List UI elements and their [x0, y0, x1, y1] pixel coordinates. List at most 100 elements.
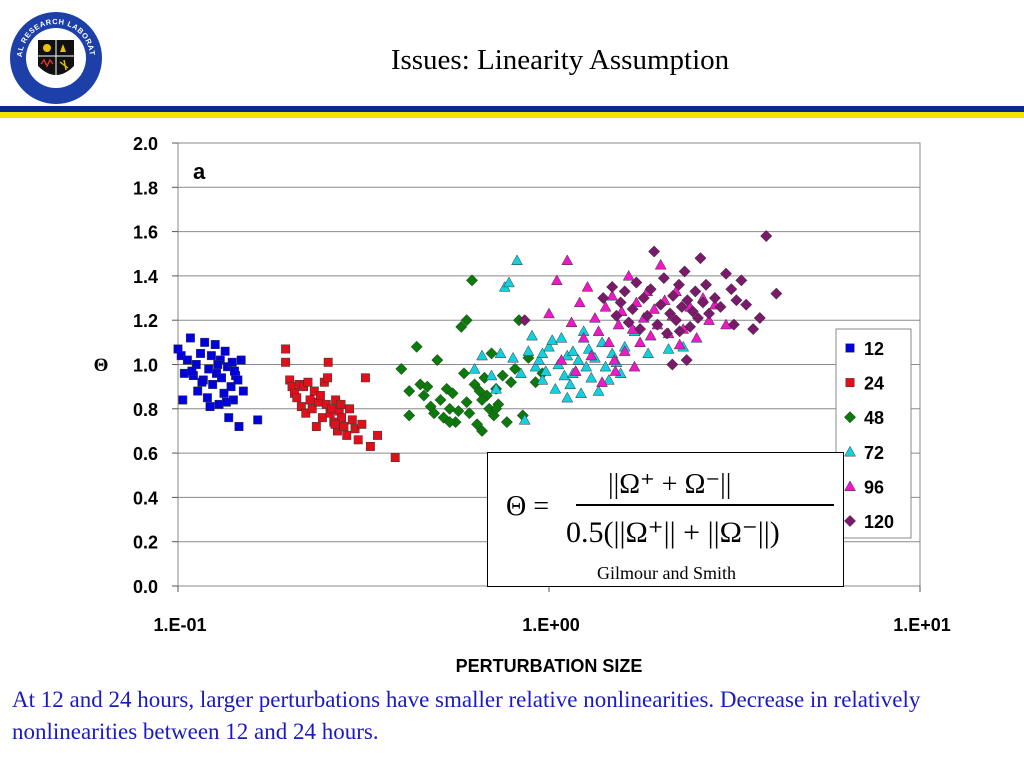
- data-point-96: [585, 349, 598, 361]
- data-point-72: [555, 331, 568, 343]
- data-point-96: [628, 360, 641, 372]
- data-point-120: [700, 278, 713, 291]
- data-point-48: [421, 380, 434, 393]
- data-point-72: [536, 347, 549, 359]
- data-point-24: [337, 413, 347, 423]
- data-point-24: [305, 395, 315, 405]
- data-point-120: [672, 278, 685, 291]
- data-point-48: [414, 378, 427, 391]
- data-point-12: [226, 382, 236, 392]
- data-point-24: [390, 453, 400, 462]
- data-point-72: [580, 360, 593, 372]
- data-point-24: [365, 442, 375, 451]
- data-point-120: [641, 309, 654, 322]
- data-point-24: [353, 435, 363, 445]
- header-rule-blue: [0, 106, 1024, 112]
- data-point-48: [446, 387, 459, 400]
- legend-marker-72: [844, 445, 856, 457]
- data-point-12: [210, 340, 220, 350]
- data-point-12: [206, 351, 216, 361]
- data-point-120: [606, 280, 619, 293]
- data-point-120: [657, 272, 670, 285]
- y-tick-label: 2.0: [133, 134, 158, 154]
- data-point-96: [622, 269, 635, 281]
- data-point-12: [253, 415, 263, 425]
- logo-emblem-star: [60, 44, 66, 52]
- data-point-120: [654, 298, 667, 311]
- legend-marker-24: [845, 378, 855, 388]
- data-point-120: [618, 285, 631, 298]
- data-point-72: [564, 378, 576, 390]
- data-point-12: [220, 346, 230, 356]
- data-point-12: [202, 393, 212, 403]
- data-point-120: [770, 287, 783, 300]
- x-tick-label: 1.E-01: [153, 615, 206, 635]
- data-point-120: [696, 296, 709, 309]
- x-axis: 1.E-01 1.E+00 1.E+01: [153, 586, 951, 635]
- data-point-12: [204, 364, 214, 374]
- data-point-72: [476, 349, 488, 361]
- data-point-48: [460, 396, 473, 409]
- data-point-120: [725, 283, 738, 296]
- logo-emblem-lightning: [59, 59, 69, 71]
- data-point-24: [323, 357, 333, 367]
- data-point-48: [476, 393, 489, 406]
- data-point-24: [281, 344, 291, 354]
- data-point-120: [626, 303, 639, 316]
- data-point-12: [234, 422, 244, 431]
- data-point-120: [730, 294, 743, 307]
- legend-label: 12: [864, 339, 884, 359]
- data-point-72: [515, 367, 527, 378]
- data-point-120: [667, 289, 680, 302]
- data-point-48: [417, 389, 430, 402]
- data-point-72: [529, 360, 542, 372]
- data-point-48: [496, 369, 509, 382]
- data-point-120: [666, 358, 679, 371]
- data-point-96: [569, 365, 582, 376]
- data-point-72: [533, 354, 545, 365]
- panel-label: a: [193, 159, 206, 184]
- y-tick-label: 1.4: [133, 267, 158, 287]
- data-point-12: [193, 386, 203, 396]
- data-point-12: [197, 377, 207, 387]
- legend-label: 120: [864, 512, 894, 532]
- data-point-120: [760, 230, 773, 243]
- data-point-72: [503, 276, 515, 288]
- data-point-12: [196, 348, 205, 358]
- data-point-48: [452, 404, 465, 418]
- data-point-48: [457, 367, 471, 380]
- y-tick-label: 0.2: [133, 533, 158, 553]
- data-point-12: [178, 395, 188, 405]
- data-point-72: [522, 345, 535, 356]
- header-rule-yellow: [0, 112, 1024, 118]
- data-point-12: [182, 355, 192, 365]
- data-point-96: [589, 312, 601, 323]
- data-point-120: [740, 298, 753, 311]
- data-point-12: [205, 402, 215, 412]
- data-point-12: [200, 337, 210, 347]
- formula-denominator: 0.5(||Ω⁺|| + ||Ω⁻||): [566, 516, 780, 549]
- data-point-72: [549, 382, 562, 394]
- x-tick-label: 1.E+01: [893, 615, 951, 635]
- data-point-12: [179, 368, 189, 378]
- data-point-12: [224, 413, 234, 423]
- data-point-48: [509, 362, 522, 375]
- data-point-48: [465, 274, 479, 287]
- data-point-120: [686, 305, 699, 318]
- x-tick-label: 1.E+00: [522, 615, 580, 635]
- data-point-72: [602, 374, 615, 385]
- nrl-logo: NAVAL RESEARCH LABORATORY MONTEREY, CA: [8, 10, 102, 104]
- data-point-24: [315, 391, 325, 400]
- data-point-72: [494, 347, 507, 359]
- data-point-12: [185, 333, 195, 343]
- data-point-96: [565, 316, 578, 328]
- data-point-72: [572, 354, 585, 365]
- data-point-120: [634, 323, 647, 336]
- data-point-120: [735, 274, 748, 287]
- data-point-72: [507, 351, 519, 363]
- data-point-96: [618, 345, 631, 356]
- data-point-120: [678, 265, 691, 278]
- data-point-24: [336, 399, 346, 409]
- data-point-72: [582, 343, 595, 354]
- data-point-96: [644, 329, 657, 341]
